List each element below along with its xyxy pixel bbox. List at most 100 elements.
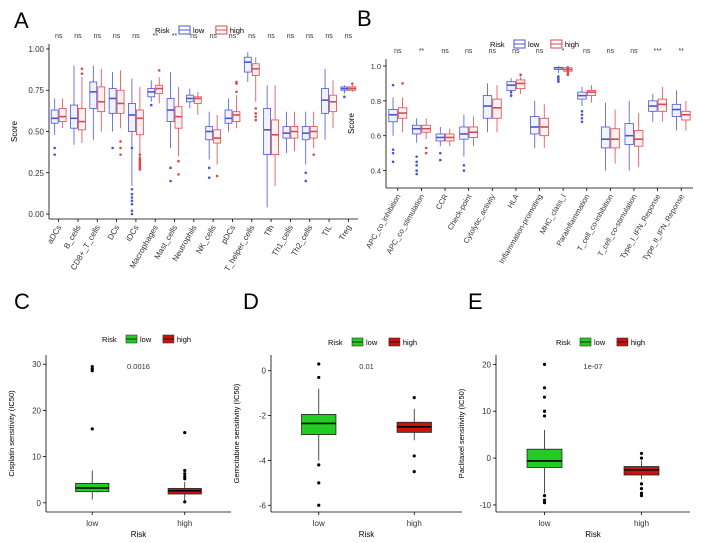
y-tick-label: 10: [32, 453, 41, 462]
outlier-point: [580, 109, 584, 113]
box-high: [309, 126, 318, 139]
outlier-point: [304, 171, 308, 175]
panel-label: B: [357, 6, 372, 31]
outlier-point: [177, 173, 180, 176]
y-tick-label: 0.25: [28, 169, 44, 178]
significance-label: ns: [489, 48, 497, 55]
outlier-point: [412, 454, 416, 458]
outlier-point: [149, 103, 153, 107]
box-high: [136, 109, 144, 136]
x-tick-label: Tfh: [262, 224, 276, 239]
legend-entry-high: high: [565, 40, 579, 49]
outlier-point: [351, 82, 354, 85]
y-tick-label: 0.00: [28, 210, 44, 219]
outlier-point: [130, 187, 134, 191]
y-tick-label: 0: [37, 499, 42, 508]
box-low: [482, 95, 493, 119]
outlier-point: [53, 146, 56, 150]
x-tick-label: CCR: [434, 192, 450, 211]
panel-label: C: [14, 289, 30, 314]
outlier-point: [542, 501, 547, 505]
panel-d: D Risk low high -6 -4 -2 0 Gemcitabine sensitivi…: [232, 289, 462, 539]
outlier-point: [317, 481, 321, 485]
outlier-point: [207, 166, 211, 170]
y-tick-label: 20: [32, 406, 41, 415]
outlier-point: [177, 159, 180, 163]
outlier-point: [462, 169, 466, 172]
box-high: [623, 466, 660, 476]
box-low: [624, 123, 634, 145]
x-tick-label: high: [407, 519, 422, 528]
panel-label: E: [468, 289, 483, 314]
y-axis-label: Score: [10, 121, 19, 142]
outlier-point: [639, 451, 644, 456]
outlier-point: [580, 120, 584, 124]
outlier-point: [639, 456, 644, 460]
box-low: [224, 109, 233, 124]
p-value-annotation: 1e-07: [583, 362, 602, 371]
legend-entry-high: high: [631, 338, 645, 347]
outlier-point: [130, 212, 134, 216]
significance-label: ns: [583, 48, 591, 55]
outlier-point: [215, 174, 219, 178]
outlier-point: [169, 166, 172, 170]
outlier-point: [391, 160, 395, 164]
legend-title: Risk: [155, 26, 170, 35]
box-low: [459, 126, 469, 140]
outlier-point: [580, 113, 584, 117]
outlier-point: [391, 151, 395, 155]
panel-c: C Risk low high 0 10 20 30 Cisplatin sensitivity…: [7, 289, 231, 539]
significance-label: ns: [74, 33, 82, 40]
significance-label: ns: [394, 48, 402, 55]
y-tick-label: -2: [259, 412, 267, 421]
box-low: [108, 88, 117, 114]
box-low: [321, 88, 329, 114]
box-high: [232, 111, 241, 122]
outlier-point: [157, 69, 161, 72]
outlier-point: [317, 503, 321, 507]
box-high: [492, 98, 502, 119]
outlier-point: [138, 153, 142, 156]
significance-label: **: [678, 48, 684, 55]
outlier-point: [138, 161, 142, 165]
plot-area: [386, 59, 693, 188]
box-low: [671, 103, 682, 117]
outlier-point: [639, 493, 644, 498]
outlier-point: [130, 196, 134, 199]
y-tick-label: 1.00: [28, 45, 44, 54]
outlier-point: [639, 491, 644, 495]
box-high: [251, 63, 260, 76]
x-tick-label: DCs: [106, 224, 122, 242]
outlier-point: [130, 192, 134, 196]
box-low: [89, 81, 98, 109]
outlier-point: [130, 146, 134, 150]
outlier-point: [557, 80, 560, 83]
box-high: [116, 89, 125, 114]
significance-label: ns: [113, 33, 121, 40]
outlier-point: [138, 164, 142, 168]
box-high: [213, 129, 222, 144]
significance-label: ns: [248, 33, 256, 40]
outlier-point: [580, 116, 584, 120]
legend-entry-low: low: [366, 338, 378, 347]
significance-label: ns: [345, 33, 353, 40]
x-tick-label: high: [177, 519, 192, 528]
outlier-point: [90, 364, 94, 369]
y-tick-label: 20: [482, 360, 491, 369]
box-high: [329, 94, 337, 113]
y-tick-label: 0.8: [371, 97, 381, 106]
significance-label: ns: [209, 33, 217, 40]
box-high: [610, 128, 620, 149]
significance-label: ns: [190, 33, 198, 40]
box-low: [147, 88, 156, 98]
outlier-point: [111, 146, 114, 150]
y-tick-label: 0.50: [28, 128, 44, 137]
box-low: [50, 109, 59, 124]
x-tick-label: HLA: [506, 193, 521, 210]
box-high: [586, 89, 597, 97]
outlier-point: [415, 164, 418, 167]
outlier-point: [438, 151, 442, 155]
box-high: [97, 86, 106, 113]
outlier-point: [343, 95, 346, 99]
